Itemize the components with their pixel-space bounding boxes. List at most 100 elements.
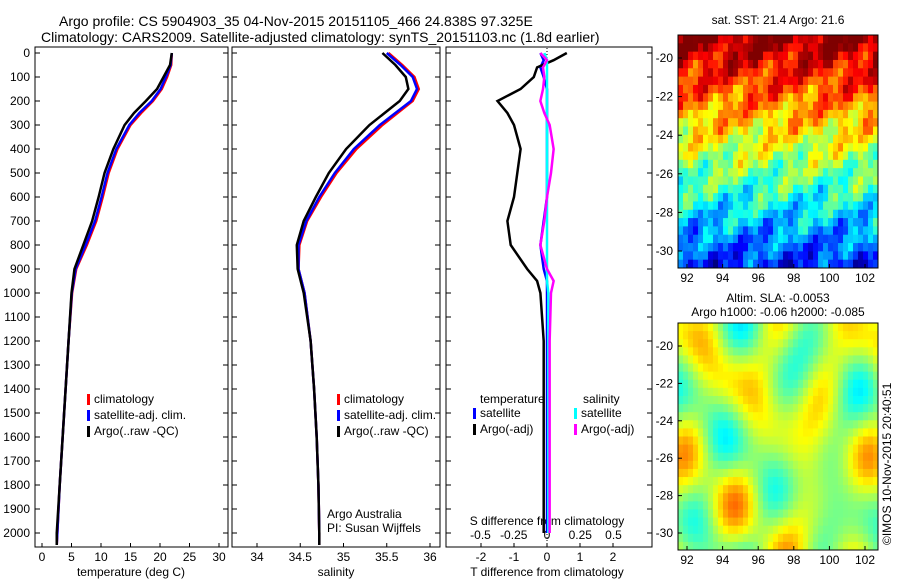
series-line-satellite-adj-clim- [55,52,174,546]
map-cell [798,468,804,478]
map-cell [688,143,694,152]
map-cell [858,234,864,244]
map-cell [868,43,874,53]
map-cell [858,68,864,78]
map-cell [813,259,819,269]
map-cell [743,201,749,211]
map-cell [723,126,729,136]
map-cell [823,184,829,194]
map-cell [868,501,874,510]
map-cell [743,452,749,462]
map-cell [748,371,754,381]
map-cell [853,509,859,519]
map-cell [723,51,729,61]
map-cell [713,323,719,332]
map-cell [808,176,814,186]
map-cell [753,379,759,389]
map-cell [713,428,719,437]
map-cell [773,323,779,332]
map-sla-title-line2: Argo h1000: -0.06 h2000: -0.085 [691,305,865,319]
map-cell [793,218,799,227]
map-cell [828,501,834,510]
map-cell [718,517,724,527]
map-cell [678,101,684,111]
map-cell [688,109,694,119]
map-cell [783,218,789,227]
map-cell [853,404,859,413]
map-cell [783,477,789,486]
map-cell [798,323,804,332]
map-cell [783,387,789,397]
map-cell [768,460,774,470]
map-cell [793,184,799,194]
map-cell [763,51,769,61]
map-cell [803,371,809,381]
map-cell [838,243,844,252]
map-cell [693,509,699,519]
map-cell [703,428,709,437]
map-cell [853,234,859,244]
map-cell [848,347,854,356]
map-cell [833,436,839,446]
map-cell [763,452,769,462]
map-cell [703,444,709,454]
map-cell [838,84,844,94]
map-cell [758,101,764,111]
map-cell [868,509,874,519]
map-cell [813,93,819,103]
map-cell [873,412,879,421]
map-cell [858,251,864,261]
map-cell [708,251,714,261]
y-tick-label: 1500 [3,406,30,420]
map-cell [843,541,849,551]
x-tick-label: 20 [153,550,167,564]
map-cell [833,43,839,53]
map-cell [783,395,789,405]
map-cell [853,444,859,454]
map-cell [833,84,839,94]
map-cell [803,460,809,470]
map-cell [678,201,684,211]
map-cell [828,126,834,136]
map-cell [848,35,854,44]
map-cell [848,59,854,69]
map-cell [828,51,834,61]
map-cell [873,363,879,373]
map-cell [713,525,719,535]
map-cell [683,35,689,44]
map-cell [843,509,849,519]
map-cell [703,234,709,244]
map-cell [778,525,784,535]
map-cell [728,134,734,144]
map-cell [813,395,819,405]
map-cell [768,533,774,543]
map-cell [718,404,724,413]
map-cell [853,226,859,236]
map-cell [833,355,839,365]
map-cell [763,101,769,111]
map-cell [753,101,759,111]
map-cell [793,93,799,103]
map-cell [698,93,704,103]
map-cell [703,501,709,510]
map-cell [748,347,754,356]
map-cell [783,84,789,94]
map-cell [738,517,744,527]
map-cell [838,452,844,462]
map-cell [698,109,704,119]
map-cell [813,428,819,437]
map-cell [833,226,839,236]
map-cell [828,387,834,397]
map-cell [723,339,729,348]
map-cell [843,379,849,389]
map-cell [868,452,874,462]
map-cell [838,395,844,405]
map-cell [818,51,824,61]
map-cell [778,251,784,261]
map-cell [758,84,764,94]
map-cell [698,509,704,519]
map-cell [848,109,854,119]
map-cell [733,420,739,429]
map-cell [773,201,779,211]
y-tick-label: 1100 [4,310,30,324]
